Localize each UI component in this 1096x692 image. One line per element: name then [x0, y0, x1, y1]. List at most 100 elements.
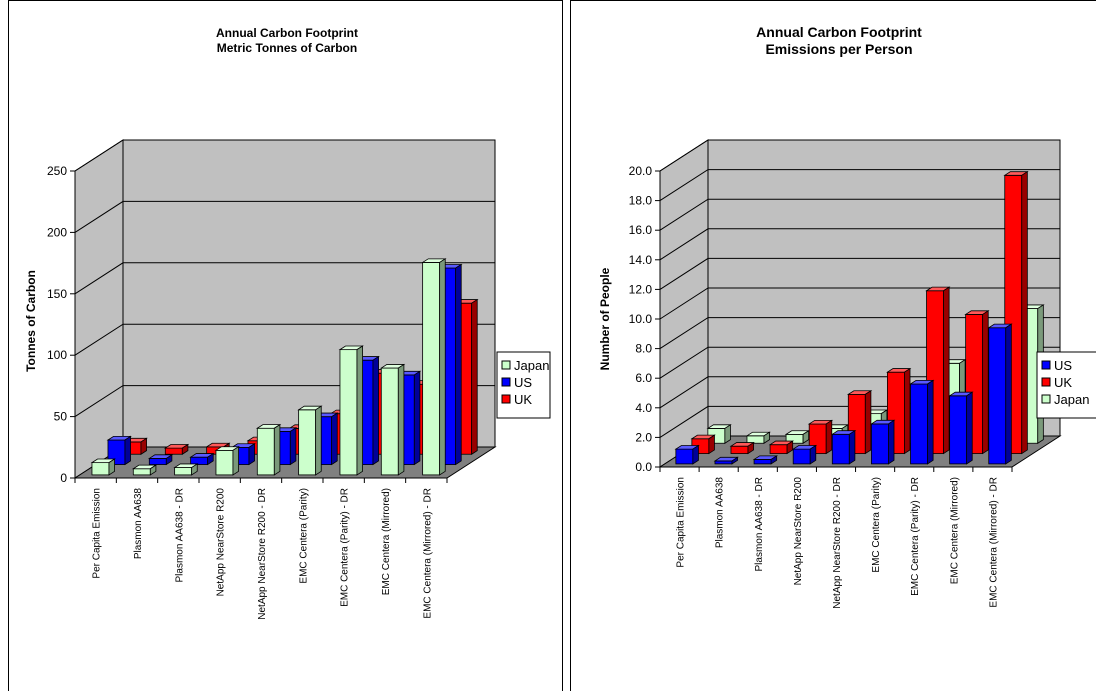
y-tick-label: 200 — [47, 225, 67, 239]
y-tick-label: 8.0 — [635, 342, 652, 356]
x-tick-label: Plasmon AA638 — [133, 488, 144, 560]
y-tick-label: 2.0 — [635, 430, 652, 444]
bar-side — [181, 443, 189, 455]
bar-side — [966, 391, 973, 465]
bar — [729, 441, 755, 455]
gridline — [659, 198, 1060, 231]
gridline — [74, 139, 495, 172]
side-wall — [74, 139, 124, 479]
x-tick-label: Per Capita Emission — [92, 488, 103, 579]
x-tick-label: EMC Centera (Parity) — [871, 477, 882, 573]
y-axis-label: Tonnes of Carbon — [24, 270, 38, 372]
bar-side — [1021, 170, 1028, 455]
carbon-tonnes-chart: Annual Carbon Footprint Metric Tonnes of… — [24, 26, 551, 620]
plot-area: 0 50 100 150 200 250 Per Capita Emission Plasmo… — [47, 139, 497, 620]
bar — [338, 345, 364, 476]
bar-side — [165, 454, 173, 466]
bar-front — [753, 459, 772, 465]
bar-side — [140, 437, 147, 455]
y-tick-label: 12.0 — [629, 282, 653, 296]
gridline — [659, 139, 1060, 172]
bar-side — [315, 405, 322, 476]
bar-front — [190, 456, 209, 465]
bar — [106, 435, 132, 466]
bar — [189, 452, 215, 466]
bar-front — [132, 468, 151, 476]
y-tick-label: 14.0 — [629, 253, 653, 267]
bar-front — [746, 435, 765, 444]
y-tick-label: 0 — [60, 471, 67, 485]
y-tick-label: 150 — [47, 287, 67, 301]
bar-side — [108, 458, 115, 476]
bar-front — [380, 367, 399, 476]
gridline — [74, 323, 495, 356]
bar-side — [397, 363, 405, 476]
legend-label: UK — [1054, 375, 1072, 390]
legend-label: Japan — [514, 358, 549, 373]
gridline — [659, 257, 1060, 290]
bar — [90, 458, 116, 476]
legend-swatch — [501, 360, 511, 370]
y-tick-label: 50 — [54, 410, 68, 424]
bar — [173, 463, 199, 476]
bar-side — [864, 390, 872, 455]
x-tick-label: Per Capita Emission — [676, 477, 687, 568]
bar-side — [763, 431, 770, 444]
y-tick-label: 0.0 — [635, 460, 652, 474]
emissions-per-person-chart: Annual Carbon Footprint Emissions per Pe… — [598, 24, 1096, 609]
bar — [163, 443, 190, 455]
y-tick-label: 16.0 — [629, 223, 653, 237]
bar-side — [124, 435, 131, 466]
x-tick-label: EMC Centera (Parity) - DR — [340, 488, 351, 607]
left-chart-panel: Annual Carbon Footprint Metric Tonnes of… — [8, 0, 563, 691]
bar — [421, 258, 447, 476]
bar-side — [825, 419, 833, 455]
bar — [948, 391, 974, 465]
bar-side — [1005, 323, 1012, 465]
bar-front — [714, 460, 733, 465]
bar — [870, 419, 896, 465]
bar-side — [207, 452, 214, 466]
bar-side — [731, 456, 738, 465]
bar-side — [149, 464, 157, 476]
x-tick-label: EMC Centera (Mirrored) — [381, 488, 392, 595]
bar-side — [982, 310, 989, 455]
bar-front — [174, 467, 193, 476]
legend-label: UK — [514, 392, 532, 407]
bar — [807, 419, 834, 455]
bar-side — [471, 298, 478, 455]
bar-front — [949, 395, 968, 465]
bar-side — [331, 412, 338, 466]
gridline — [74, 262, 495, 295]
bar-side — [191, 463, 198, 476]
bar — [768, 440, 795, 455]
y-tick-label: 250 — [47, 164, 67, 178]
x-tick-label: EMC Centera (Parity) - DR — [910, 477, 921, 596]
y-tick-label: 4.0 — [635, 401, 652, 415]
x-tick-label: EMC Centera (Mirrored) — [949, 477, 960, 584]
bar — [147, 454, 174, 466]
x-tick-label: NetApp NearStore R200 - DR — [257, 488, 268, 620]
bar-front — [298, 409, 317, 476]
bar-side — [455, 263, 462, 466]
right-chart-panel: Annual Carbon Footprint Emissions per Pe… — [570, 0, 1096, 691]
bar-side — [273, 423, 281, 476]
legend-label: US — [1054, 358, 1072, 373]
bar-front — [871, 423, 889, 465]
gridline — [74, 200, 495, 233]
legend-swatch — [1041, 394, 1051, 404]
x-tick-label: Plasmon AA638 — [715, 477, 726, 549]
y-tick-label: 100 — [47, 348, 67, 362]
bar-side — [248, 443, 255, 466]
bar — [379, 363, 406, 476]
bar — [214, 445, 240, 476]
x-tick-label: EMC Centera (Parity) — [298, 488, 309, 584]
bar-side — [356, 345, 363, 476]
legend-label: US — [514, 375, 532, 390]
chart-subtitle: Emissions per Person — [765, 41, 912, 57]
bar-side — [802, 430, 810, 444]
bar-front — [675, 448, 694, 465]
chart-subtitle: Metric Tonnes of Carbon — [217, 41, 357, 55]
bar-side — [692, 444, 699, 465]
bar — [784, 430, 811, 444]
